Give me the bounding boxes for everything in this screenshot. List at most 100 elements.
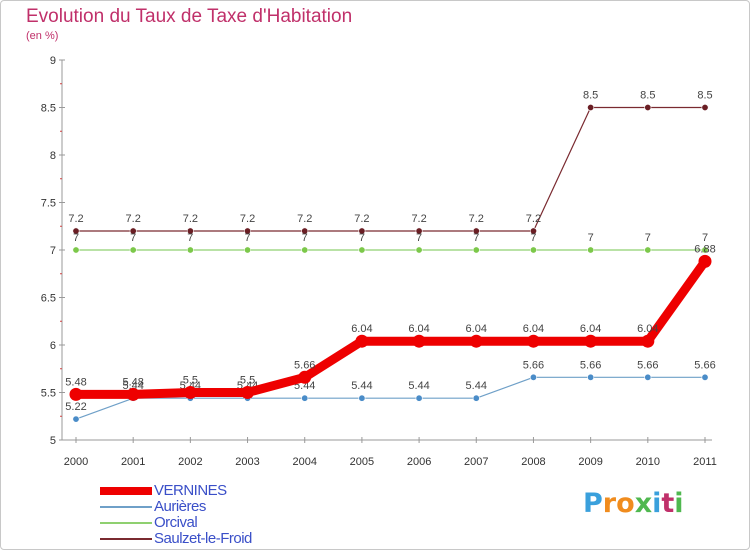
y-tick-label: 7.5: [41, 198, 56, 210]
legend-label-saulzet: Saulzet-le-Froid: [154, 530, 252, 547]
data-label: 5.5: [183, 375, 198, 387]
brand-letter: x: [634, 488, 653, 519]
data-point: [698, 254, 712, 268]
data-label: 5.44: [351, 380, 372, 392]
data-label: 5.48: [122, 376, 143, 388]
x-tick-label: 2005: [350, 456, 374, 468]
data-point: [644, 246, 652, 254]
brand-letter: o: [616, 488, 635, 519]
data-label: 7: [130, 232, 136, 244]
data-point: [301, 394, 309, 402]
data-point: [526, 334, 540, 348]
data-point: [415, 246, 423, 254]
data-point: [701, 104, 709, 112]
data-label: 7: [530, 232, 536, 244]
data-label: 5.66: [294, 359, 315, 371]
x-tick-label: 2007: [464, 456, 488, 468]
y-tick-label: 5.5: [41, 388, 56, 400]
data-point: [472, 246, 480, 254]
data-point: [358, 246, 366, 254]
data-point: [129, 246, 137, 254]
legend-label-vernines: VERNINES: [154, 482, 227, 499]
data-label: 5.66: [580, 359, 601, 371]
data-point: [126, 387, 140, 401]
data-point: [415, 394, 423, 402]
data-point: [587, 373, 595, 381]
data-label: 5.66: [694, 359, 715, 371]
data-label: 5.22: [65, 401, 86, 413]
data-point: [412, 334, 426, 348]
data-point: [301, 246, 309, 254]
y-tick-label: 5: [50, 435, 56, 447]
data-point: [69, 387, 83, 401]
data-label: 5.5: [240, 375, 255, 387]
data-point: [644, 373, 652, 381]
legend-swatch-aurieres: [100, 506, 152, 508]
brand-letter: r: [602, 488, 617, 519]
data-label: 7: [302, 232, 308, 244]
data-label: 7.2: [526, 213, 541, 225]
data-point: [587, 104, 595, 112]
x-tick-label: 2011: [693, 456, 717, 468]
data-point: [358, 394, 366, 402]
data-label: 7: [73, 232, 79, 244]
data-point: [529, 373, 537, 381]
data-point: [244, 227, 252, 235]
data-label: 6.04: [637, 323, 658, 335]
data-label: 6.04: [408, 323, 429, 335]
x-tick-label: 2003: [235, 456, 259, 468]
data-point: [644, 104, 652, 112]
legend-label-aurieres: Aurières: [154, 498, 206, 515]
data-label: 7.2: [469, 213, 484, 225]
brand-letter: i: [652, 488, 662, 519]
x-tick-label: 2004: [292, 456, 316, 468]
data-label: 6.04: [351, 323, 372, 335]
data-label: 7: [359, 232, 365, 244]
data-label: 7: [473, 232, 479, 244]
brand-letter: P: [583, 488, 603, 519]
data-point: [355, 334, 369, 348]
data-point: [183, 386, 197, 399]
data-label: 6.88: [694, 243, 715, 255]
data-label: 6.04: [523, 323, 544, 335]
data-point: [415, 227, 423, 235]
data-label: 5.44: [122, 380, 143, 392]
data-label: 7.2: [183, 213, 198, 225]
data-label: 5.44: [408, 380, 429, 392]
chart-subtitle: (en %): [26, 30, 59, 42]
brand-logo: Proxiti: [583, 488, 684, 519]
data-label: 7: [187, 232, 193, 244]
brand-letter: i: [674, 488, 684, 519]
data-point: [469, 334, 483, 348]
data-label: 7.2: [411, 213, 426, 225]
y-tick-label: 9: [50, 55, 56, 67]
data-label: 8.5: [697, 90, 712, 102]
data-point: [641, 334, 655, 348]
data-point: [241, 386, 255, 399]
data-label: 7: [702, 232, 708, 244]
data-point: [701, 246, 709, 254]
data-point: [701, 373, 709, 381]
legend-label-orcival: Orcival: [154, 514, 198, 531]
data-label: 7: [416, 232, 422, 244]
y-tick-label: 8: [50, 150, 56, 162]
data-label: 7.2: [126, 213, 141, 225]
data-label: 7.2: [68, 213, 83, 225]
data-point: [244, 246, 252, 254]
legend-swatch-orcival: [100, 522, 152, 524]
data-label: 7: [588, 232, 594, 244]
x-tick-label: 2000: [64, 456, 88, 468]
data-point: [72, 246, 80, 254]
data-point: [186, 227, 194, 235]
data-label: 8.5: [583, 90, 598, 102]
y-tick-label: 7: [50, 245, 56, 257]
y-tick-label: 6: [50, 340, 56, 352]
data-label: 5.48: [65, 376, 86, 388]
data-point: [358, 227, 366, 235]
data-label: 6.04: [466, 323, 487, 335]
legend-swatch-vernines: [100, 487, 152, 495]
y-tick-label: 8.5: [41, 103, 56, 115]
data-label: 7.2: [240, 213, 255, 225]
data-point: [529, 246, 537, 254]
